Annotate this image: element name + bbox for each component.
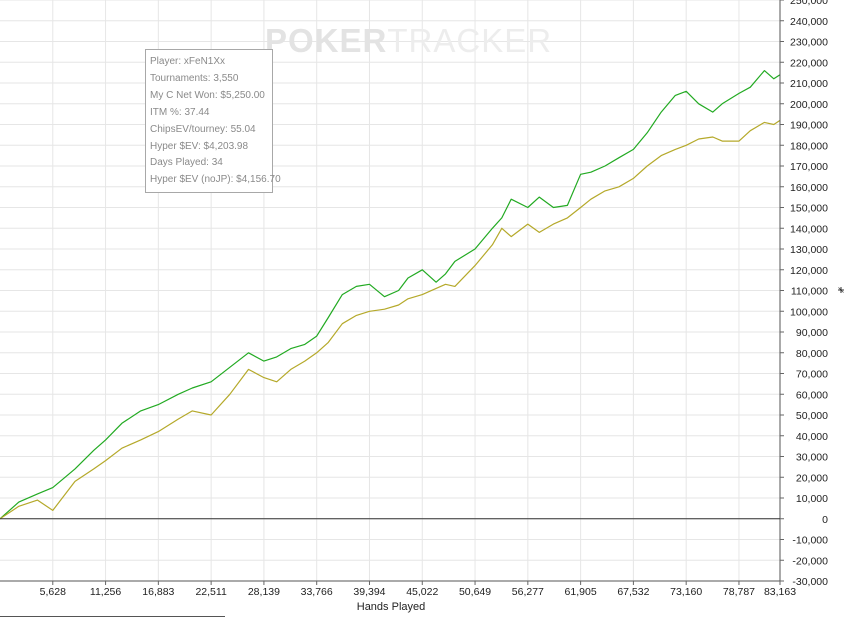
x-tick-label: 73,160 bbox=[670, 586, 702, 598]
stat-days-played: Days Played: 34 bbox=[150, 157, 223, 169]
watermark-part1: POKER bbox=[265, 22, 388, 59]
x-tick-label: 45,022 bbox=[406, 586, 438, 598]
watermark-part2: TRACKER bbox=[387, 22, 553, 59]
y-tick-label: 120,000 bbox=[790, 265, 828, 277]
y-tick-label: -10,000 bbox=[792, 535, 828, 547]
y-tick-label: 70,000 bbox=[796, 369, 828, 381]
stat-hyper-sev-nojp: Hyper $EV (noJP): $4,156.70 bbox=[150, 174, 281, 186]
y-tick-label: 240,000 bbox=[790, 16, 828, 28]
series-line-2 bbox=[0, 119, 781, 520]
player-stats-box: Player: xFeN1Xx Tournaments: 3,550 My C … bbox=[145, 49, 281, 193]
y-tick-label: 130,000 bbox=[790, 244, 828, 256]
y-tick-label: 230,000 bbox=[790, 37, 828, 49]
y-tick-label: 180,000 bbox=[790, 140, 828, 152]
y-tick-label: 100,000 bbox=[790, 306, 828, 318]
bottom-panel-edge bbox=[0, 616, 225, 617]
series-layer bbox=[0, 69, 781, 520]
pokertracker-watermark-logo: POKERTRACKER bbox=[265, 22, 552, 60]
x-tick-label: 83,163 bbox=[764, 586, 796, 598]
x-axis-title: Hands Played bbox=[357, 601, 426, 613]
axis-layer: 250,000 240,000 230,000 220,000 210,000 200,0… bbox=[0, 0, 844, 613]
stat-hyper-sev: Hyper $EV: $4,203.98 bbox=[150, 140, 249, 152]
x-tick-label: 33,766 bbox=[301, 586, 333, 598]
x-tick-label: 5,628 bbox=[40, 586, 66, 598]
y-tick-label: 0 bbox=[822, 514, 828, 526]
y-tick-label: 250,000 bbox=[790, 0, 828, 7]
series-line-1 bbox=[0, 69, 781, 520]
x-tick-label: 22,511 bbox=[195, 586, 226, 598]
y-tick-label: 200,000 bbox=[790, 99, 828, 111]
stat-tournaments: Tournaments: 3,550 bbox=[150, 72, 239, 84]
stat-itm: ITM %: 37.44 bbox=[150, 106, 210, 118]
grid-layer bbox=[0, 0, 781, 582]
x-tick-label: 28,139 bbox=[248, 586, 280, 598]
x-tick-label: 50,649 bbox=[459, 586, 491, 598]
y-tick-label: 60,000 bbox=[796, 389, 828, 401]
y-tick-label: 10,000 bbox=[796, 493, 828, 505]
y-tick-label: 50,000 bbox=[796, 410, 828, 422]
y-tick-label: 170,000 bbox=[790, 161, 828, 173]
y-tick-label: 150,000 bbox=[790, 203, 828, 215]
x-tick-label: 56,277 bbox=[512, 586, 544, 598]
y-tick-label: 80,000 bbox=[796, 348, 828, 360]
y-tick-label: -20,000 bbox=[792, 555, 828, 567]
y-tick-label: 20,000 bbox=[796, 472, 828, 484]
y-tick-label: 210,000 bbox=[790, 78, 828, 90]
stat-chipsev: ChipsEV/tourney: 55.04 bbox=[150, 123, 256, 135]
x-tick-label: 11,256 bbox=[90, 586, 121, 598]
y-tick-label: 220,000 bbox=[790, 57, 828, 69]
y-tick-label: 40,000 bbox=[796, 431, 828, 443]
x-tick-label: 67,532 bbox=[617, 586, 649, 598]
x-tick-label: 78,787 bbox=[723, 586, 755, 598]
x-tick-label: 16,883 bbox=[142, 586, 174, 598]
y-tick-label: 190,000 bbox=[790, 120, 828, 132]
y-tick-label: -30,000 bbox=[792, 576, 828, 588]
y-tick-label: 90,000 bbox=[796, 327, 828, 339]
x-tick-label: 39,394 bbox=[353, 586, 385, 598]
y-axis-marker-icon bbox=[838, 287, 844, 293]
stat-player: Player: xFeN1Xx bbox=[150, 56, 226, 67]
x-tick-labels: 5,628 11,256 16,883 22,511 28,139 33,766 39,39… bbox=[40, 581, 796, 598]
y-tick-label: 30,000 bbox=[796, 452, 828, 464]
y-tick-label: 140,000 bbox=[790, 223, 828, 235]
x-tick-label: 61,905 bbox=[565, 586, 597, 598]
y-tick-labels: 250,000 240,000 230,000 220,000 210,000 200,0… bbox=[780, 0, 828, 588]
y-tick-label: 110,000 bbox=[791, 286, 828, 298]
y-tick-label: 160,000 bbox=[790, 182, 828, 194]
stat-net-won: My C Net Won: $5,250.00 bbox=[150, 89, 265, 101]
